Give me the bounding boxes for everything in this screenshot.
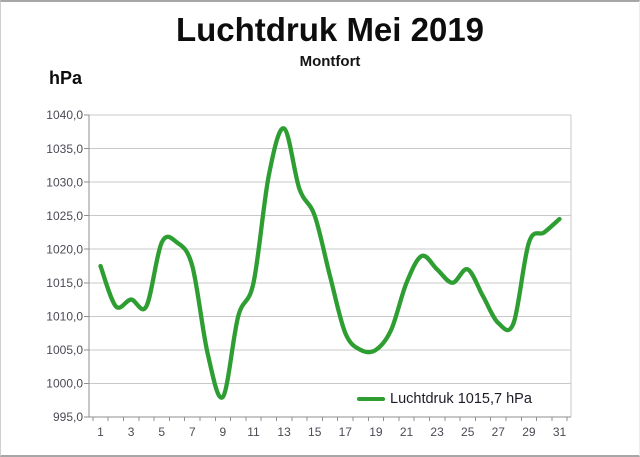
svg-text:3: 3	[128, 425, 135, 439]
legend-line-marker	[357, 397, 385, 401]
svg-text:1035,0: 1035,0	[46, 142, 83, 156]
svg-text:1010,0: 1010,0	[46, 310, 83, 324]
y-axis-unit-label: hPa	[49, 68, 83, 88]
chart-title: Luchtdruk Mei 2019	[175, 11, 485, 48]
svg-text:19: 19	[369, 425, 383, 439]
svg-text:1000,0: 1000,0	[46, 377, 83, 391]
svg-text:1015,0: 1015,0	[46, 276, 83, 290]
pressure-line	[98, 126, 562, 400]
x-tick-labels: 1 3 5 7 9 11 13 15 17 19 21 23 25 27 29 31	[97, 425, 566, 439]
svg-text:11: 11	[247, 425, 260, 439]
y-gridlines	[89, 114, 572, 417]
svg-text:1040,0: 1040,0	[46, 108, 83, 122]
svg-text:5: 5	[158, 425, 165, 439]
svg-text:31: 31	[553, 425, 567, 439]
legend-label: Luchtdruk 1015,7 hPa	[390, 391, 532, 407]
svg-text:29: 29	[522, 425, 536, 439]
svg-text:1: 1	[97, 425, 104, 439]
chart-subtitle: Montfort	[299, 53, 361, 70]
svg-text:13: 13	[277, 425, 291, 439]
svg-text:15: 15	[308, 425, 322, 439]
axis-ticks	[84, 114, 568, 421]
axis-lines	[88, 115, 571, 418]
y-tick-labels: 1040,0 1035,0 1030,0 1025,0 1020,0 1015,0 1010…	[46, 108, 83, 424]
svg-text:27: 27	[492, 425, 506, 439]
svg-text:17: 17	[339, 425, 353, 439]
svg-text:7: 7	[189, 425, 196, 439]
chart-legend: Luchtdruk 1015,7 hPa	[357, 391, 532, 407]
svg-text:21: 21	[400, 425, 414, 439]
svg-text:995,0: 995,0	[53, 410, 83, 424]
svg-text:23: 23	[430, 425, 444, 439]
svg-text:1020,0: 1020,0	[46, 242, 83, 256]
svg-text:1005,0: 1005,0	[46, 343, 83, 357]
svg-text:25: 25	[461, 425, 475, 439]
svg-text:9: 9	[220, 425, 227, 439]
svg-text:1025,0: 1025,0	[46, 209, 83, 223]
svg-text:1030,0: 1030,0	[46, 175, 83, 189]
